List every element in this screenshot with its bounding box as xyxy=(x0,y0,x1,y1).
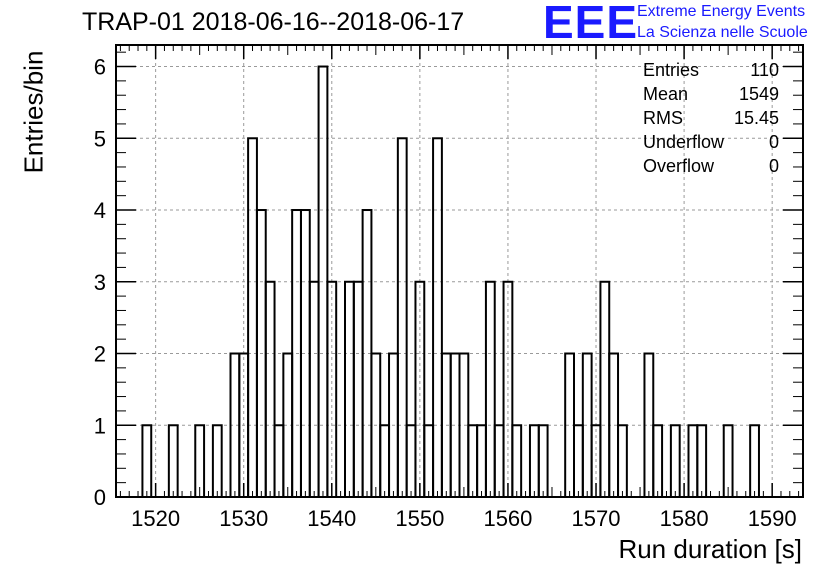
histogram-bin xyxy=(476,424,487,498)
histogram-bin xyxy=(432,137,443,498)
histogram-bin xyxy=(722,424,734,498)
histogram-bin xyxy=(599,280,611,498)
axis-tick-labels: 1520 1530 1540 1550 1560 1570 1580 1590 0 1 2 3 4 5 6 xyxy=(94,55,797,531)
x-tick-label: 1520 xyxy=(131,506,180,531)
chart-title: TRAP-01 2018-06-16--2018-06-17 xyxy=(82,8,465,36)
y-tick-label: 5 xyxy=(94,126,106,151)
histogram-bin xyxy=(405,424,417,498)
histogram-bin xyxy=(211,424,223,498)
histogram-bin xyxy=(511,424,523,498)
stats-row-rms: RMS 15.45 xyxy=(643,108,779,132)
histogram-bin xyxy=(308,280,320,498)
eee-logo: EEE xyxy=(543,0,639,48)
y-tick-label: 4 xyxy=(94,198,106,223)
x-tick-label: 1560 xyxy=(483,506,532,531)
y-tick-label: 1 xyxy=(94,413,106,438)
x-tick-label: 1530 xyxy=(219,506,268,531)
histogram-bin xyxy=(537,424,549,498)
histogram-bin xyxy=(396,137,408,498)
stats-entries-value: 110 xyxy=(750,60,779,80)
stats-overflow-value: 0 xyxy=(768,156,779,176)
plot-frame xyxy=(115,44,804,498)
stats-row-overflow: Overflow 0 xyxy=(643,156,779,180)
y-axis-label: Entries/bin xyxy=(18,50,49,174)
histogram-bin xyxy=(669,424,681,498)
y-tick-label: 6 xyxy=(94,55,106,80)
stats-box: Entries 110 Mean 1549 RMS 15.45 Underflo… xyxy=(643,60,779,180)
histogram-bin xyxy=(484,280,496,498)
x-axis-label: Run duration [s] xyxy=(618,534,802,564)
logo-line-2: La Scienza nelle Scuole xyxy=(637,24,808,41)
x-tick-label: 1580 xyxy=(660,506,709,531)
stats-row-entries: Entries 110 xyxy=(643,60,779,84)
histogram-bin xyxy=(167,424,179,498)
histogram-bin xyxy=(493,424,505,498)
histogram-bin xyxy=(467,424,479,498)
stats-row-underflow: Underflow 0 xyxy=(643,132,779,156)
histogram-bin xyxy=(573,424,584,498)
histogram-bin xyxy=(652,424,664,498)
y-tick-label: 0 xyxy=(94,485,106,510)
histogram-bin xyxy=(264,280,276,498)
histogram-bin xyxy=(352,280,364,498)
stats-underflow-value: 0 xyxy=(768,132,779,152)
histogram-bin xyxy=(344,280,355,498)
histogram-bin xyxy=(194,424,206,498)
histogram-bin xyxy=(423,424,435,498)
histogram-bin xyxy=(687,424,699,498)
x-tick-label: 1540 xyxy=(307,506,356,531)
histogram-bin xyxy=(273,424,285,498)
logo-line-1: Extreme Energy Events xyxy=(637,3,806,20)
histogram-bin xyxy=(696,424,708,498)
stats-row-mean: Mean 1549 xyxy=(643,84,779,108)
histogram-bin xyxy=(617,424,628,498)
x-tick-label: 1570 xyxy=(572,506,621,531)
stats-entries-label: Entries xyxy=(643,60,700,80)
stats-rms-value: 15.45 xyxy=(733,108,779,128)
y-tick-label: 3 xyxy=(94,270,106,295)
stats-overflow-label: Overflow xyxy=(643,156,715,176)
x-tick-label: 1590 xyxy=(748,506,797,531)
y-tick-label: 2 xyxy=(94,342,106,367)
histogram-bin xyxy=(379,424,391,498)
histogram-bin xyxy=(247,137,258,498)
stats-rms-label: RMS xyxy=(643,108,683,128)
stats-underflow-label: Underflow xyxy=(643,132,725,152)
histogram-bin xyxy=(141,424,153,498)
axis-ticks xyxy=(116,45,803,498)
x-tick-label: 1550 xyxy=(395,506,444,531)
histogram-bin xyxy=(528,424,540,498)
histogram-bin xyxy=(749,424,760,498)
stats-mean-value: 1549 xyxy=(738,84,779,104)
stats-mean-label: Mean xyxy=(643,84,689,104)
